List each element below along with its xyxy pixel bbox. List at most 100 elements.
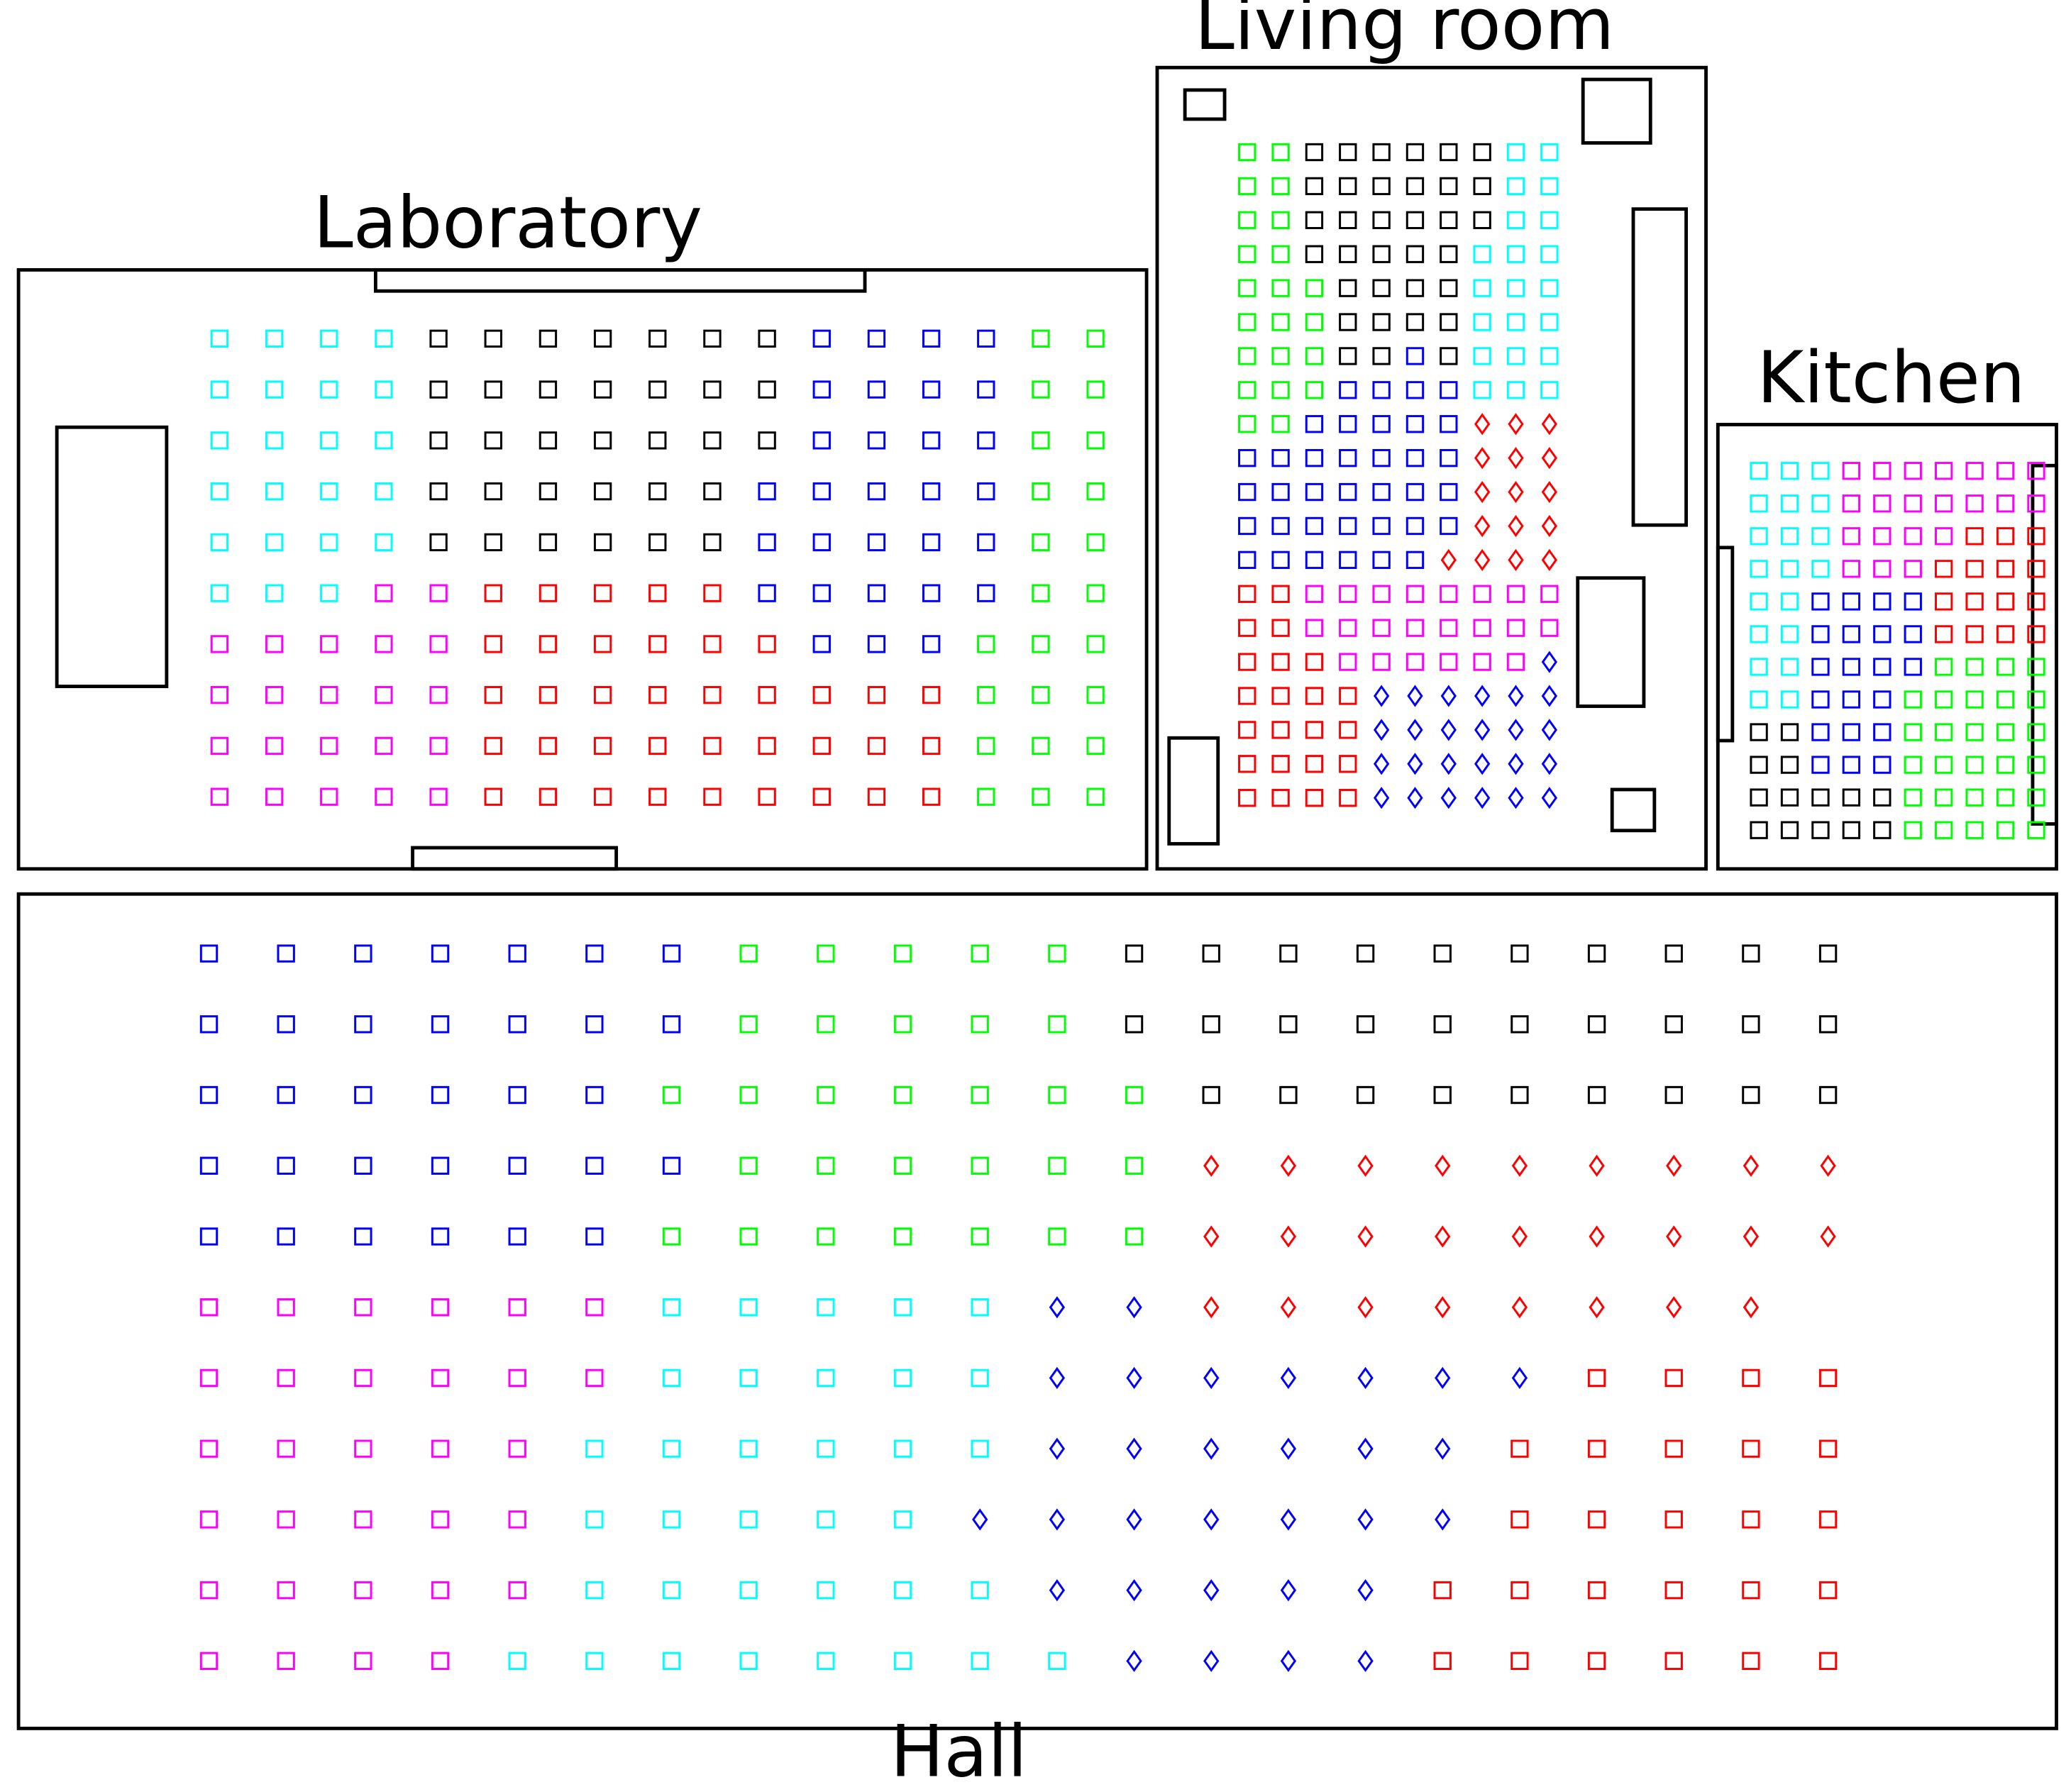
red-diamond-marker: [1589, 1154, 1605, 1177]
red-square-marker: [1271, 653, 1290, 671]
black-square-marker: [1339, 245, 1357, 263]
black-square-marker: [1440, 143, 1458, 162]
living-room-sofa: [1576, 576, 1646, 708]
blue-square-marker: [1811, 723, 1830, 741]
green-square-marker: [1032, 787, 1050, 806]
red-square-marker: [1935, 592, 1953, 611]
red-diamond-marker: [1541, 447, 1557, 470]
magenta-square-marker: [1305, 585, 1324, 603]
blue-square-marker: [1440, 381, 1458, 399]
cyan-square-marker: [210, 431, 229, 450]
blue-square-marker: [1372, 516, 1391, 536]
red-square-marker: [484, 635, 502, 653]
blue-diamond-marker: [1541, 685, 1557, 707]
black-square-marker: [1279, 1085, 1298, 1105]
green-square-marker: [1935, 756, 1953, 774]
blue-square-marker: [1405, 415, 1425, 433]
blue-diamond-marker: [1407, 685, 1423, 707]
red-diamond-marker: [1589, 1225, 1605, 1248]
cyan-square-marker: [210, 533, 229, 552]
black-square-marker: [1356, 944, 1375, 963]
black-square-marker: [1873, 788, 1891, 807]
cyan-square-marker: [893, 1652, 912, 1670]
black-square-marker: [1202, 944, 1220, 963]
red-diamond-marker: [1743, 1154, 1760, 1177]
black-square-marker: [1339, 177, 1357, 196]
red-diamond-marker: [1541, 514, 1557, 538]
magenta-square-marker: [1996, 494, 2015, 513]
red-square-marker: [1238, 653, 1257, 671]
green-square-marker: [1238, 279, 1257, 297]
magenta-square-marker: [429, 685, 448, 704]
blue-square-marker: [922, 533, 941, 552]
black-square-marker: [1742, 1085, 1760, 1105]
blue-diamond-marker: [1280, 1578, 1297, 1602]
black-square-marker: [1372, 347, 1391, 365]
magenta-square-marker: [1506, 619, 1525, 637]
green-square-marker: [1271, 415, 1290, 433]
red-square-marker: [812, 685, 831, 704]
red-square-marker: [758, 736, 776, 756]
blue-diamond-marker: [1474, 787, 1491, 809]
red-square-marker: [922, 787, 941, 806]
blue-diamond-marker: [1440, 685, 1457, 707]
magenta-square-marker: [1305, 619, 1324, 637]
cyan-square-marker: [265, 329, 284, 348]
red-square-marker: [1271, 619, 1290, 637]
red-square-marker: [648, 584, 667, 602]
cyan-square-marker: [585, 1439, 604, 1458]
green-square-marker: [2027, 658, 2045, 676]
cyan-square-marker: [662, 1368, 681, 1388]
green-square-marker: [739, 944, 758, 963]
blue-square-marker: [662, 1015, 681, 1034]
magenta-square-marker: [199, 1510, 219, 1529]
red-square-marker: [593, 685, 612, 704]
magenta-square-marker: [2027, 462, 2045, 480]
blue-square-marker: [1904, 625, 1922, 643]
black-square-marker: [1405, 177, 1425, 196]
blue-diamond-marker: [1541, 651, 1557, 673]
red-square-marker: [703, 685, 722, 704]
blue-square-marker: [354, 1227, 372, 1246]
green-square-marker: [662, 1085, 681, 1105]
black-square-marker: [648, 380, 667, 399]
blue-square-marker: [1440, 482, 1458, 502]
black-square-marker: [1372, 177, 1391, 196]
green-square-marker: [1048, 1085, 1066, 1105]
blue-square-marker: [812, 380, 831, 399]
blue-square-marker: [977, 584, 995, 602]
red-diamond-marker: [1666, 1225, 1682, 1248]
living-room-markers: [1238, 143, 1559, 809]
magenta-square-marker: [431, 1652, 450, 1670]
blue-square-marker: [354, 1015, 372, 1034]
red-square-marker: [1742, 1368, 1760, 1388]
cyan-square-marker: [893, 1510, 912, 1529]
blue-square-marker: [1842, 756, 1861, 774]
magenta-square-marker: [277, 1581, 295, 1600]
blue-square-marker: [812, 431, 831, 450]
cyan-square-marker: [1750, 690, 1768, 709]
black-square-marker: [539, 533, 558, 552]
blue-square-marker: [1873, 658, 1891, 676]
black-square-marker: [1356, 1015, 1375, 1034]
red-square-marker: [1664, 1581, 1683, 1600]
cyan-square-marker: [1780, 462, 1799, 480]
red-square-marker: [1996, 592, 2015, 611]
cyan-square-marker: [375, 533, 393, 552]
living-room-long-shelf: [1631, 207, 1689, 527]
red-diamond-marker: [1743, 1296, 1760, 1319]
magenta-square-marker: [508, 1298, 526, 1317]
black-square-marker: [648, 431, 667, 450]
cyan-square-marker: [893, 1298, 912, 1317]
black-square-marker: [1356, 1085, 1375, 1105]
black-square-marker: [1305, 211, 1324, 229]
blue-square-marker: [1873, 756, 1891, 774]
red-diamond-marker: [1357, 1296, 1374, 1319]
green-square-marker: [1032, 584, 1050, 602]
cyan-square-marker: [1506, 347, 1525, 365]
green-square-marker: [1271, 143, 1290, 162]
magenta-square-marker: [1372, 653, 1391, 671]
green-square-marker: [1086, 482, 1105, 501]
red-square-marker: [703, 584, 722, 602]
cyan-square-marker: [585, 1510, 604, 1529]
